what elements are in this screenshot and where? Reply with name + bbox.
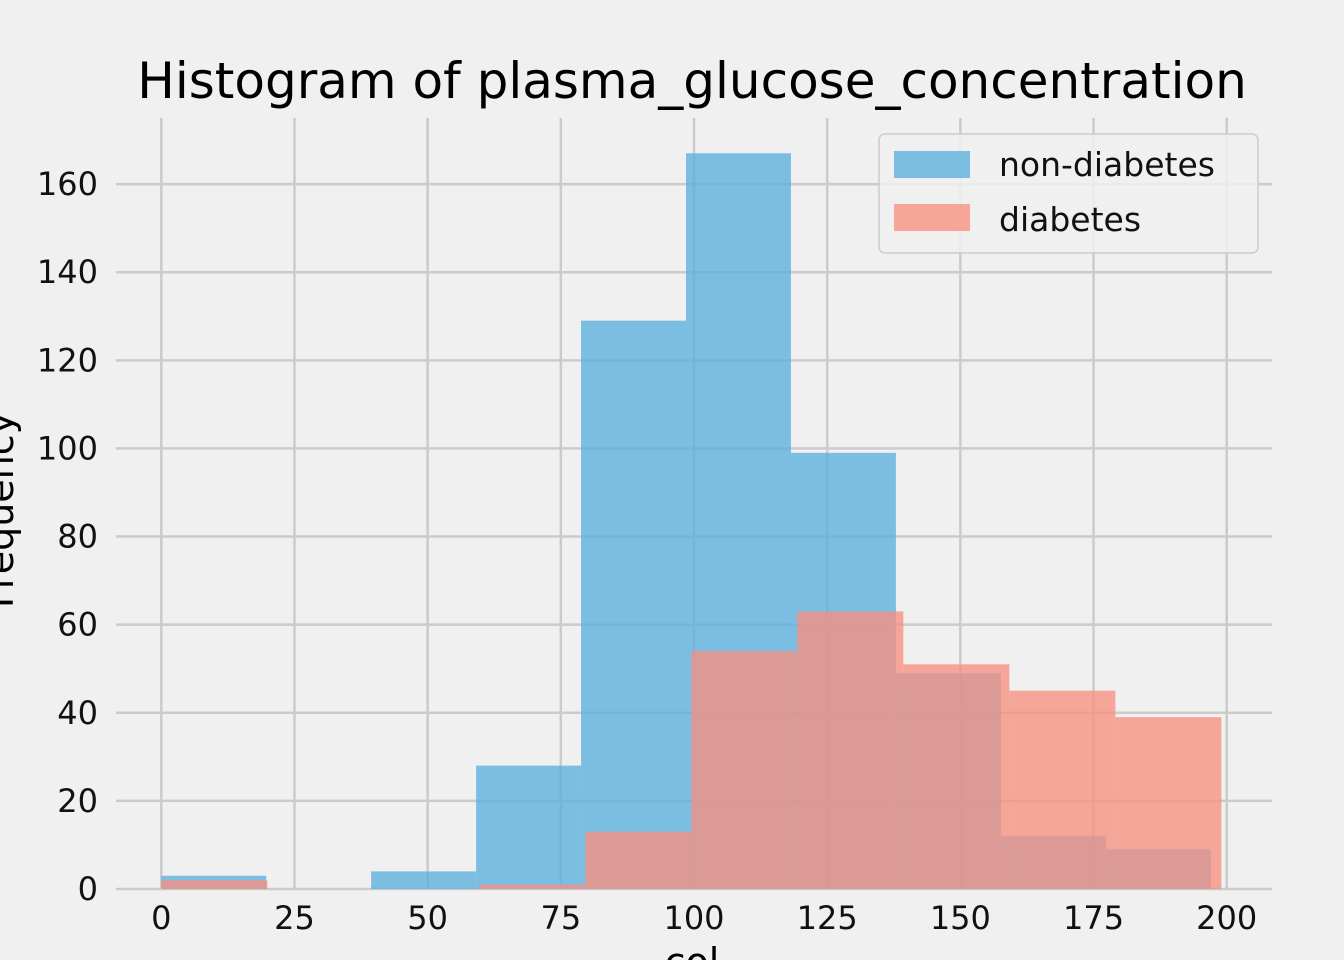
x-tick-label: 75 xyxy=(540,899,581,937)
histogram-bar xyxy=(1115,717,1222,889)
x-tick-label: 100 xyxy=(663,899,724,937)
legend-swatch-non-diabetes xyxy=(894,151,970,178)
histogram-bar xyxy=(585,831,692,889)
x-tick-label: 0 xyxy=(151,899,171,937)
x-tick-label: 200 xyxy=(1196,899,1257,937)
x-tick-label: 50 xyxy=(407,899,448,937)
chart-title: Histogram of plasma_glucose_concentratio… xyxy=(137,52,1247,110)
legend-swatch-diabetes xyxy=(894,204,970,231)
histogram-bar xyxy=(903,664,1010,889)
histogram-bar xyxy=(581,320,687,890)
histogram-bar xyxy=(161,880,268,889)
y-tick-label: 140 xyxy=(37,253,98,291)
histogram-bar xyxy=(691,651,798,889)
histogram-bar xyxy=(797,611,904,889)
legend-label-diabetes: diabetes xyxy=(999,200,1141,239)
histogram-bar xyxy=(479,884,586,889)
legend-label-non-diabetes: non-diabetes xyxy=(999,145,1215,184)
x-tick-label: 175 xyxy=(1063,899,1124,937)
x-tick-label: 25 xyxy=(274,899,315,937)
legend-box xyxy=(878,133,1259,254)
y-tick-label: 100 xyxy=(37,429,98,467)
y-tick-label: 160 xyxy=(37,165,98,203)
histogram-bar xyxy=(476,765,582,889)
series-diabetes xyxy=(161,611,1222,889)
y-tick-label: 120 xyxy=(37,341,98,379)
x-tick-label: 125 xyxy=(797,899,858,937)
x-axis-label: col xyxy=(665,940,720,960)
y-tick-label: 0 xyxy=(78,870,98,908)
histogram-bar xyxy=(371,871,477,889)
y-tick-label: 60 xyxy=(57,606,98,644)
histogram-bar xyxy=(1009,690,1116,889)
legend: non-diabetes diabetes xyxy=(878,133,1259,254)
y-tick-label: 40 xyxy=(57,694,98,732)
x-tick-label: 150 xyxy=(930,899,991,937)
histogram-bars xyxy=(161,153,1222,890)
y-tick-label: 20 xyxy=(57,782,98,820)
y-tick-label: 80 xyxy=(57,518,98,556)
tick-labels: 0 25 50 75 100 125 150 175 200 0 20 40 60 80 100 120 140… xyxy=(37,165,1257,937)
y-axis-label: Frequency xyxy=(0,412,22,608)
